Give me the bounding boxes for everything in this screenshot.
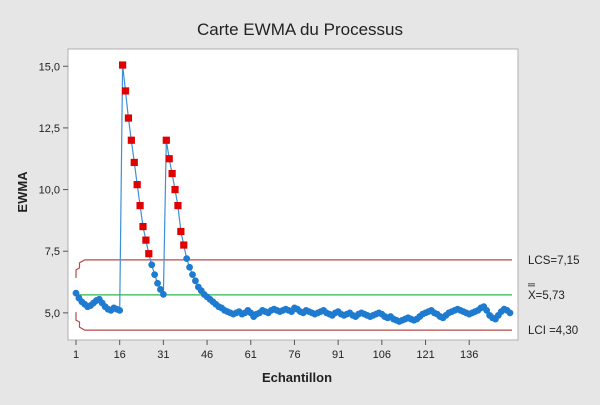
plot-area	[67, 48, 519, 341]
x-tick-label: 1	[73, 349, 79, 361]
x-tick-label: 61	[245, 349, 257, 361]
y-tick-label: 12,5	[39, 123, 60, 135]
y-axis-label: EWMA	[15, 171, 30, 213]
out-of-control-point	[165, 155, 173, 163]
data-point	[192, 277, 199, 285]
out-of-control-point	[127, 136, 135, 144]
chart-title: Carte EWMA du Processus	[197, 20, 403, 39]
out-of-control-point	[130, 158, 138, 167]
out-of-control-point	[121, 87, 130, 95]
data-point	[183, 255, 191, 263]
data-point	[151, 271, 159, 279]
lower-control-limit	[75, 312, 512, 331]
out-of-control-point	[124, 114, 133, 122]
out-of-control-point	[136, 201, 144, 210]
x-tick-label: 106	[373, 349, 391, 361]
y-tick-label: 7,5	[45, 246, 60, 258]
out-of-control-point	[119, 61, 127, 69]
out-of-control-point	[180, 241, 188, 249]
x-tick-label: 121	[416, 349, 434, 361]
y-tick-label: 10,0	[39, 185, 60, 197]
data-point	[116, 307, 124, 314]
out-of-control-point	[133, 181, 141, 189]
axis-ticks: 1 16 31 46 61 76 91 106 121 136 5,0 7,5 10,0 12,5 15,0	[39, 61, 479, 361]
x-tick-label: 46	[201, 349, 213, 361]
control-limit-labels: LCS=7,15 X=5,73 LCI =4,30	[528, 255, 579, 337]
out-of-control-point	[145, 250, 153, 258]
x-tick-label: 76	[288, 349, 300, 361]
control-limit-lines	[75, 259, 512, 331]
x-tick-label: 16	[114, 349, 126, 361]
upper-control-limit	[75, 259, 512, 278]
out-of-control-point	[168, 169, 176, 178]
x-tick-label: 91	[332, 349, 344, 361]
data-point	[159, 290, 167, 298]
ewma-series	[72, 61, 514, 325]
y-tick-label: 15,0	[39, 61, 60, 73]
data-point	[506, 309, 514, 317]
y-tick-label: 5,0	[45, 308, 60, 320]
data-point	[186, 263, 193, 271]
out-of-control-point	[171, 185, 179, 194]
out-of-control-point	[174, 201, 182, 210]
out-of-control-point	[139, 222, 147, 231]
x-axis-label: Echantillon	[262, 370, 332, 385]
out-of-control-point	[162, 136, 170, 144]
center-line-label: X=5,73	[528, 290, 565, 302]
data-point	[72, 289, 80, 297]
data-point	[157, 286, 164, 293]
ucl-label: LCS=7,15	[528, 255, 579, 267]
data-point	[483, 307, 491, 314]
data-point	[148, 261, 156, 269]
x-tick-label: 136	[460, 349, 478, 361]
out-of-control-point	[177, 227, 185, 236]
data-point	[189, 271, 196, 279]
lcl-label: LCI =4,30	[528, 325, 578, 337]
out-of-control-point	[142, 236, 150, 244]
data-point	[154, 279, 161, 287]
x-tick-label: 31	[157, 349, 169, 361]
